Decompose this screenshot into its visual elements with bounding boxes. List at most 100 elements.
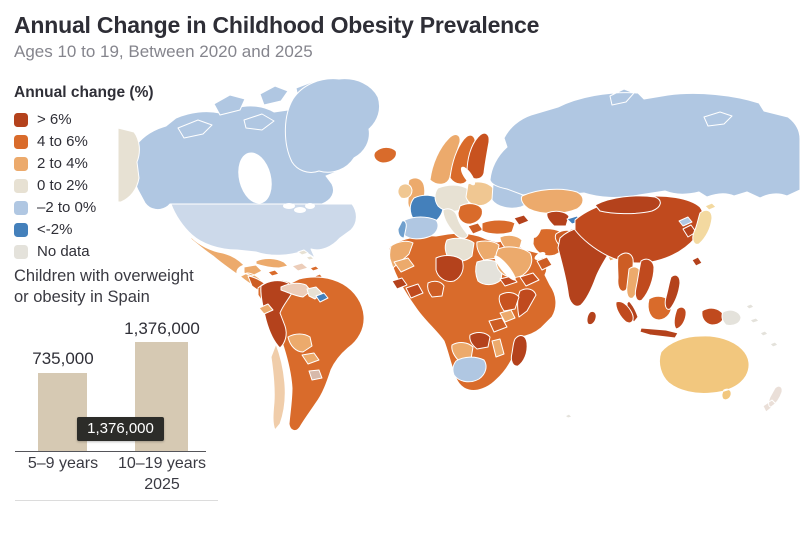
inset-chart-title: Children with overweight or obesity in S… <box>14 266 194 308</box>
region-japan[interactable] <box>692 202 717 245</box>
great-lake-1 <box>283 203 295 209</box>
page-subtitle: Ages 10 to 19, Between 2020 and 2025 <box>14 42 313 61</box>
region-venezuela[interactable] <box>280 282 312 298</box>
legend-label: 2 to 4% <box>37 155 88 172</box>
region-greenland[interactable] <box>284 78 381 173</box>
region-philippines[interactable] <box>664 274 681 310</box>
region-iceland[interactable] <box>373 146 397 164</box>
region-suriname[interactable] <box>315 292 329 303</box>
region-kenya[interactable] <box>499 309 516 323</box>
legend-swatch-nodata <box>14 245 28 259</box>
legend-label: > 6% <box>37 111 72 128</box>
region-mauritania[interactable] <box>393 257 415 273</box>
region-sri-lanka[interactable] <box>586 310 597 326</box>
inset-bottom-divider <box>15 500 218 501</box>
region-new-zealand[interactable] <box>762 385 783 413</box>
region-paraguay[interactable] <box>301 352 320 365</box>
region-portugal[interactable] <box>397 220 407 239</box>
legend-item: No data <box>14 243 154 260</box>
legend-item: –2 to 0% <box>14 199 154 216</box>
legend-item: <-2% <box>14 221 154 238</box>
region-bahamas[interactable] <box>297 249 315 261</box>
legend-swatch-0to2 <box>14 179 28 193</box>
inset-chart-title-line1: Children with overweight <box>14 267 194 285</box>
region-sumatra[interactable] <box>615 301 634 324</box>
bar-tooltip: 1,376,000 <box>77 417 164 441</box>
region-ireland[interactable] <box>397 183 413 199</box>
x-axis-year-label: 2025 <box>144 476 180 493</box>
region-madagascar[interactable] <box>510 335 528 367</box>
region-greece[interactable] <box>467 222 484 235</box>
region-poland-baltics[interactable] <box>465 181 495 207</box>
bar-value-label-5-9: 735,000 <box>32 349 94 368</box>
region-kazakhstan[interactable] <box>520 188 584 214</box>
hudson-bay <box>238 152 272 204</box>
region-uzbekistan-turkmenistan[interactable] <box>546 210 570 227</box>
region-nigeria[interactable] <box>427 280 445 298</box>
region-ghana-cote-divoire[interactable] <box>405 283 424 299</box>
region-java[interactable] <box>639 327 679 339</box>
region-cuba[interactable] <box>255 258 289 269</box>
region-niger-chad[interactable] <box>435 255 464 282</box>
region-sudan[interactable] <box>475 259 504 286</box>
region-turkey[interactable] <box>481 219 516 235</box>
region-caucasus[interactable] <box>513 214 530 226</box>
region-colombia-peru[interactable] <box>260 280 294 349</box>
region-ethiopia[interactable] <box>498 292 520 312</box>
region-usa[interactable] <box>170 203 357 259</box>
region-guinea[interactable] <box>391 277 408 290</box>
legend-label: 0 to 2% <box>37 177 88 194</box>
region-yemen[interactable] <box>519 272 540 287</box>
region-north-korea[interactable] <box>678 216 693 227</box>
region-oman[interactable] <box>536 256 553 271</box>
x-axis-line <box>15 451 206 452</box>
region-vietnam-laos[interactable] <box>634 258 655 302</box>
region-south-africa[interactable] <box>452 356 487 383</box>
region-balkans[interactable] <box>457 203 483 225</box>
persian-gulf <box>534 252 546 260</box>
page-title: Annual Change in Childhood Obesity Preva… <box>14 12 540 38</box>
legend-label: 4 to 6% <box>37 133 88 150</box>
region-mozambique[interactable] <box>491 338 505 358</box>
map-legend: Annual change (%) > 6% 4 to 6% 2 to 4% 0… <box>14 84 154 267</box>
region-tanzania[interactable] <box>488 317 508 333</box>
region-russia[interactable] <box>489 88 800 199</box>
region-norway[interactable] <box>429 134 461 185</box>
region-papua-new-guinea[interactable] <box>721 309 742 326</box>
legend-item: 0 to 2% <box>14 177 154 194</box>
x-tick-label-5-9: 5–9 years <box>27 455 99 472</box>
bar-value-label-10-19: 1,376,000 <box>124 319 200 338</box>
region-sulawesi[interactable] <box>673 306 687 330</box>
legend-swatch-4to6 <box>14 135 28 149</box>
legend-label: No data <box>37 243 90 260</box>
region-west-papua[interactable] <box>701 307 724 326</box>
region-taiwan[interactable] <box>691 256 703 267</box>
region-australia[interactable] <box>658 335 750 401</box>
region-ecuador[interactable] <box>258 303 274 315</box>
legend-swatch-ltneg2 <box>14 223 28 237</box>
region-italy[interactable] <box>442 208 469 239</box>
legend-swatch-2to4 <box>14 157 28 171</box>
region-alaska-coast[interactable] <box>117 127 140 203</box>
legend-title: Annual change (%) <box>14 84 154 101</box>
baltic-sea <box>460 166 476 186</box>
legend-swatch-neg2to0 <box>14 201 28 215</box>
red-sea <box>494 255 516 281</box>
region-finland[interactable] <box>466 132 490 180</box>
region-uruguay[interactable] <box>308 369 323 381</box>
region-bolivia[interactable] <box>287 333 313 353</box>
region-chile[interactable] <box>270 343 286 431</box>
region-pacific-islands[interactable] <box>564 303 779 419</box>
region-zambia-zimbabwe[interactable] <box>469 332 491 350</box>
caspian-sea <box>529 212 543 238</box>
x-tick-label-10-19: 10–19 years <box>117 455 207 472</box>
legend-label: –2 to 0% <box>37 199 97 216</box>
legend-label: <-2% <box>37 221 73 238</box>
region-mongolia[interactable] <box>594 195 661 215</box>
water-bodies <box>238 152 546 281</box>
region-spain[interactable] <box>401 216 439 240</box>
region-hispaniola[interactable] <box>291 262 309 272</box>
black-sea <box>492 208 514 218</box>
